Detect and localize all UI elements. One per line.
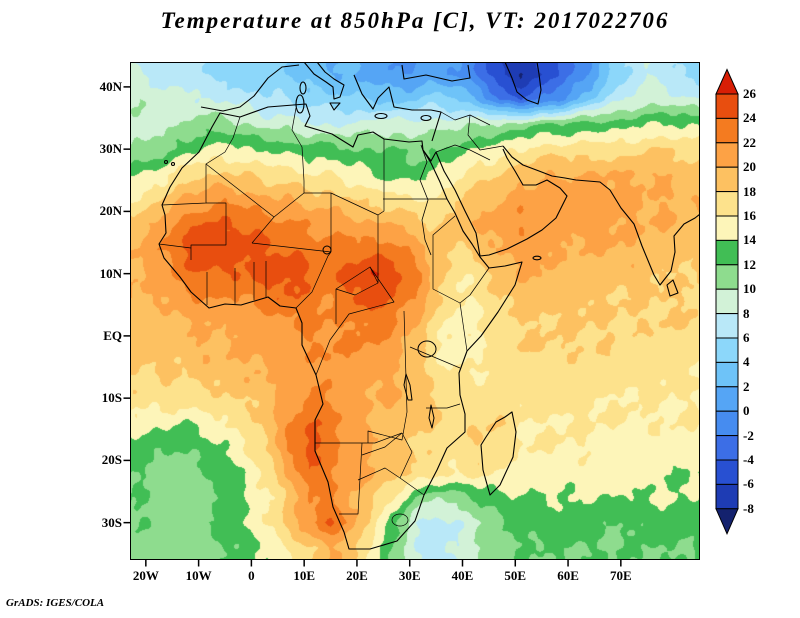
temperature-field-canvas bbox=[130, 62, 700, 560]
colorbar-segment bbox=[715, 435, 739, 461]
colorbar-segment bbox=[715, 337, 739, 363]
sinai-coastline bbox=[422, 149, 437, 162]
colorbar-segment bbox=[715, 117, 739, 144]
colorbar-tick-label: 0 bbox=[743, 403, 750, 419]
colorbar-segment bbox=[715, 361, 739, 388]
lat-tick-label: 10N bbox=[99, 265, 122, 281]
lon-tick-label: 30E bbox=[398, 568, 421, 583]
iran-india-coastline bbox=[502, 145, 700, 286]
colorbar-segment bbox=[715, 288, 739, 315]
lat-tick-label: 10S bbox=[101, 390, 122, 406]
corsica bbox=[299, 81, 307, 95]
colorbar-segment bbox=[715, 166, 739, 193]
lake-malawi bbox=[428, 404, 435, 429]
caspian-coastline bbox=[504, 62, 542, 105]
lon-tick-label: 40E bbox=[451, 568, 474, 583]
colorbar-tick-label: 2 bbox=[743, 378, 750, 394]
lon-tick-label: 20E bbox=[346, 568, 368, 583]
colorbar bbox=[715, 68, 739, 536]
colorbar-tick-label: -8 bbox=[743, 500, 754, 516]
lon-tick-label: 10E bbox=[293, 568, 315, 583]
colorbar-segment bbox=[715, 142, 739, 168]
lat-tick-label: 20N bbox=[99, 203, 122, 219]
country-borders bbox=[158, 107, 504, 527]
colorbar-segment bbox=[715, 459, 739, 485]
colorbar-tick-label: 26 bbox=[743, 86, 756, 101]
lake-chad bbox=[322, 245, 332, 255]
lon-tick-label: 60E bbox=[557, 568, 579, 583]
lon-tick-label: 10W bbox=[185, 568, 212, 583]
italy-coastline bbox=[303, 62, 345, 100]
lake-victoria bbox=[417, 340, 437, 358]
colorbar-segment bbox=[715, 410, 739, 437]
colorbar-tick-label: 14 bbox=[743, 232, 756, 248]
colorbar-segment bbox=[715, 386, 739, 412]
lesotho-border bbox=[391, 513, 409, 527]
lon-tick-label: 20W bbox=[132, 568, 159, 583]
colorbar-segment bbox=[715, 215, 739, 241]
sri-lanka-coastline bbox=[666, 279, 679, 297]
crete bbox=[374, 112, 388, 120]
cyprus bbox=[420, 114, 432, 122]
sicily-coastline bbox=[329, 102, 341, 111]
coastlines bbox=[158, 62, 700, 550]
lon-tick-label: 0 bbox=[248, 568, 255, 583]
colorbar-segment bbox=[715, 264, 739, 290]
arabia-coastline bbox=[435, 148, 568, 257]
colorbar-tick-label: 20 bbox=[743, 159, 756, 175]
grads-credit-label: GrADS: IGES/COLA bbox=[6, 597, 105, 609]
colorbar-tick-label: 18 bbox=[743, 183, 756, 199]
iberia-coastline bbox=[200, 64, 300, 112]
nile-river bbox=[419, 144, 432, 256]
colorbar-tick-label: 4 bbox=[743, 354, 750, 370]
colorbar-bottom-arrow bbox=[715, 508, 739, 536]
colorbar-segment bbox=[715, 239, 739, 266]
colorbar-tick-label: 8 bbox=[743, 305, 750, 321]
sardinia bbox=[295, 94, 305, 114]
colorbar-tick-label: -4 bbox=[743, 452, 754, 467]
lat-tick-label: 20S bbox=[101, 452, 122, 468]
colorbar-segment bbox=[715, 93, 739, 119]
colorbar-segment bbox=[715, 191, 739, 217]
colorbar-segment bbox=[715, 483, 739, 510]
lat-tick-label: EQ bbox=[103, 327, 122, 343]
madagascar-coastline bbox=[480, 411, 517, 496]
colorbar-tick-label: -2 bbox=[743, 427, 754, 443]
lon-tick-label: 70E bbox=[609, 568, 632, 583]
colorbar-tick-label: 24 bbox=[743, 110, 756, 126]
axis-ticks bbox=[123, 86, 622, 567]
levant-turkey-greece-coastline bbox=[353, 74, 442, 142]
canary-island bbox=[170, 161, 176, 167]
map-frame bbox=[130, 62, 700, 560]
canary-island bbox=[163, 159, 169, 165]
socotra bbox=[532, 255, 542, 261]
lon-tick-label: 50E bbox=[504, 568, 527, 583]
colorbar-tick-label: 22 bbox=[743, 134, 756, 150]
colorbar-top-arrow bbox=[715, 68, 739, 95]
colorbar-tick-label: 12 bbox=[743, 256, 756, 272]
colorbar-segment bbox=[715, 313, 739, 339]
plot-title: Temperature at 850hPa [C], VT: 201702270… bbox=[160, 8, 670, 33]
lat-tick-label: 30S bbox=[101, 514, 122, 530]
lake-tanganyika bbox=[403, 373, 413, 401]
colorbar-tick-label: 10 bbox=[743, 281, 756, 297]
africa-coastline bbox=[158, 103, 523, 550]
colorbar-tick-label: -6 bbox=[743, 476, 754, 492]
colorbar-tick-label: 16 bbox=[743, 208, 756, 223]
black-sea-coastline bbox=[401, 64, 471, 82]
lat-tick-label: 30N bbox=[99, 141, 122, 157]
colorbar-tick-label: 6 bbox=[743, 330, 750, 345]
lat-tick-label: 40N bbox=[99, 78, 122, 94]
